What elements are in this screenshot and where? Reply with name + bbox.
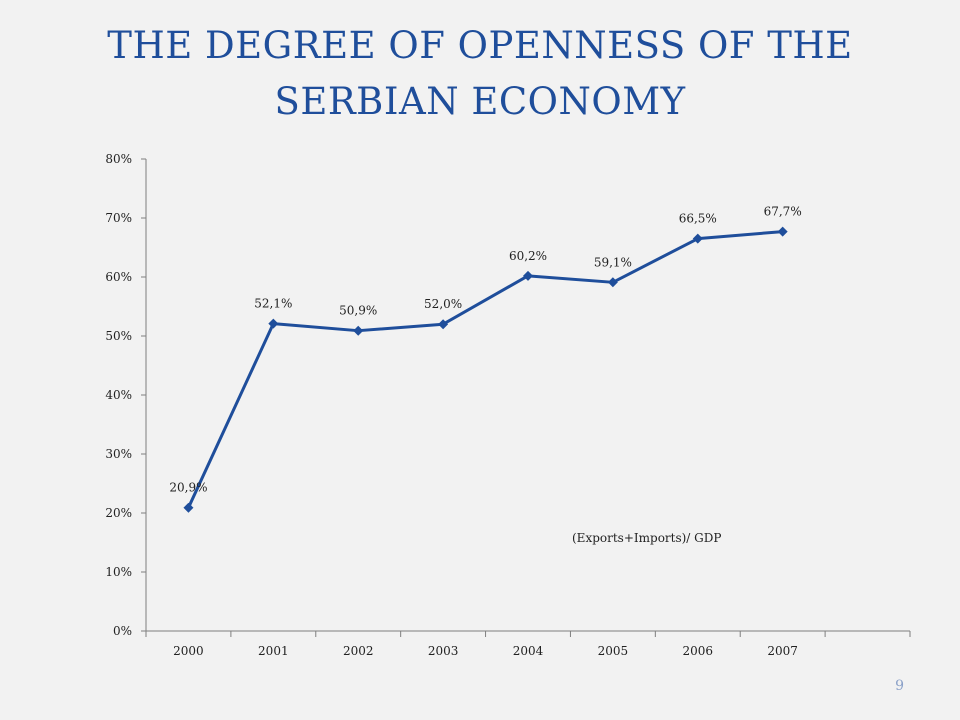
- x-tick-label: 2006: [683, 644, 714, 658]
- data-label: 50,9%: [339, 304, 377, 318]
- y-tick-label: 10%: [105, 565, 132, 579]
- y-tick-label: 30%: [105, 447, 132, 461]
- x-tick-label: 2001: [258, 644, 289, 658]
- data-point-marker: [353, 325, 364, 336]
- data-point-marker: [692, 233, 703, 244]
- data-label: 20,9%: [169, 481, 207, 495]
- y-axis-ticks: 0% 10% 20% 30% 40% 50% 60% 70% 80%: [105, 152, 146, 638]
- y-tick-label: 20%: [105, 506, 132, 520]
- data-point-marker: [777, 226, 788, 237]
- y-tick-label: 60%: [105, 270, 132, 284]
- y-tick-label: 70%: [105, 211, 132, 225]
- data-point-marker: [438, 319, 449, 330]
- y-tick-label: 0%: [113, 624, 132, 638]
- y-tick-label: 40%: [105, 388, 132, 402]
- page-number: 9: [895, 678, 904, 694]
- data-point-marker: [607, 277, 618, 288]
- chart-axes: [145, 159, 910, 632]
- data-point-marker: [523, 270, 533, 281]
- x-tick-label: 2002: [343, 644, 374, 658]
- x-tick-label: 2004: [513, 644, 544, 658]
- x-tick-label: 2007: [767, 644, 798, 658]
- x-tick-label: 2000: [173, 644, 204, 658]
- data-label: 52,1%: [254, 297, 292, 311]
- data-label: 67,7%: [764, 205, 802, 219]
- x-tick-label: 2005: [598, 644, 629, 658]
- data-label: 60,2%: [509, 249, 547, 263]
- series-line: [187, 230, 783, 509]
- x-tick-label: 2003: [428, 644, 459, 658]
- series-group: 20,9% 52,1% 50,9% 52,0% 60,2% 59,1% 66,5% 67,7%: [169, 205, 802, 513]
- y-tick-label: 80%: [105, 152, 132, 166]
- y-tick-label: 50%: [105, 329, 132, 343]
- slide-title: THE DEGREE OF OPENNESS OF THE SERBIAN EC…: [107, 24, 853, 123]
- data-label: 52,0%: [424, 297, 462, 311]
- data-label: 59,1%: [594, 255, 632, 269]
- data-point-marker: [183, 502, 194, 513]
- x-axis-ticks: 2000 2001 2002 2003 2004 2005 2006 2007: [145, 631, 911, 658]
- chart-annotation: (Exports+Imports)/ GDP: [572, 531, 721, 545]
- data-label: 66,5%: [679, 212, 717, 226]
- data-point-marker: [268, 318, 279, 329]
